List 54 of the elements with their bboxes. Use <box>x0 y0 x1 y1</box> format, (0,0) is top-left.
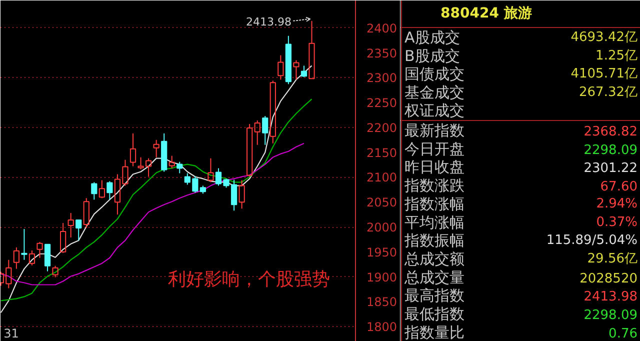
category-label: 最高指数 <box>404 286 464 305</box>
category-label: 指数涨幅 <box>404 194 464 213</box>
category-label: 权证成交 <box>404 102 464 120</box>
category-label: 指数量比 <box>404 323 464 341</box>
text: 4105.71亿 <box>570 66 638 82</box>
annotation: 2413.98 <box>246 15 292 28</box>
y-tick-label: 2100 <box>366 170 398 185</box>
text: 29.56亿 <box>587 251 638 266</box>
y-tick-label: 2350 <box>366 46 398 60</box>
category-label: A股成交 <box>404 28 460 46</box>
text: 880424 旅游 <box>440 6 532 22</box>
y-tick-label: 1950 <box>366 245 398 260</box>
category-label: 今日开盘 <box>404 140 464 158</box>
category-label: 基金成交 <box>404 83 464 102</box>
category-label: 总成交量 <box>404 268 464 286</box>
y-tick-label: 1800 <box>366 320 398 334</box>
text: 2.94% <box>596 196 638 212</box>
text: 2298.09 <box>584 142 638 158</box>
y-tick-label: 2050 <box>366 196 398 210</box>
category-label: 指数振幅 <box>404 232 464 250</box>
category-label: 总成交额 <box>404 250 464 268</box>
category-label: 平均涨幅 <box>404 213 464 232</box>
y-tick-label: 2250 <box>366 96 398 110</box>
category-label: 指数涨跌 <box>404 176 464 195</box>
category-label: 最低指数 <box>404 305 464 323</box>
text: 1.25亿 <box>596 48 638 64</box>
text: 2301.22 <box>584 161 638 176</box>
text: 2368.82 <box>584 124 638 140</box>
category-label: 国债成交 <box>404 65 464 84</box>
annotation: 31 <box>4 326 19 340</box>
y-tick-label: 2300 <box>366 71 398 86</box>
category-label: 最新指数 <box>404 122 464 140</box>
text: 0.76 <box>608 326 638 341</box>
text: 2413.98 <box>584 290 638 305</box>
candlestick <box>21 228 28 260</box>
text: 0.37% <box>596 214 638 230</box>
text: 2028520 <box>580 271 638 286</box>
category-label: B股成交 <box>404 46 460 65</box>
line-series <box>0 98 312 302</box>
text: 4693.42亿 <box>570 30 638 45</box>
text: 67.60 <box>600 180 638 195</box>
y-tick-label: 2400 <box>366 21 398 36</box>
annotation: 利好影响，个股强势 <box>168 268 330 290</box>
text: 115.89/5.04% <box>546 233 638 248</box>
y-tick-label: 2200 <box>366 120 398 135</box>
y-tick-label: 1900 <box>366 270 398 284</box>
candlestick <box>238 180 245 210</box>
category-label: 昨日收盘 <box>404 158 464 176</box>
text: 267.32亿 <box>579 84 638 100</box>
y-tick-label: 2000 <box>366 220 398 235</box>
y-tick-label: 1850 <box>366 295 398 310</box>
y-tick-label: 2150 <box>366 146 398 160</box>
candlestick <box>68 212 74 238</box>
text: 2298.09 <box>584 308 638 323</box>
